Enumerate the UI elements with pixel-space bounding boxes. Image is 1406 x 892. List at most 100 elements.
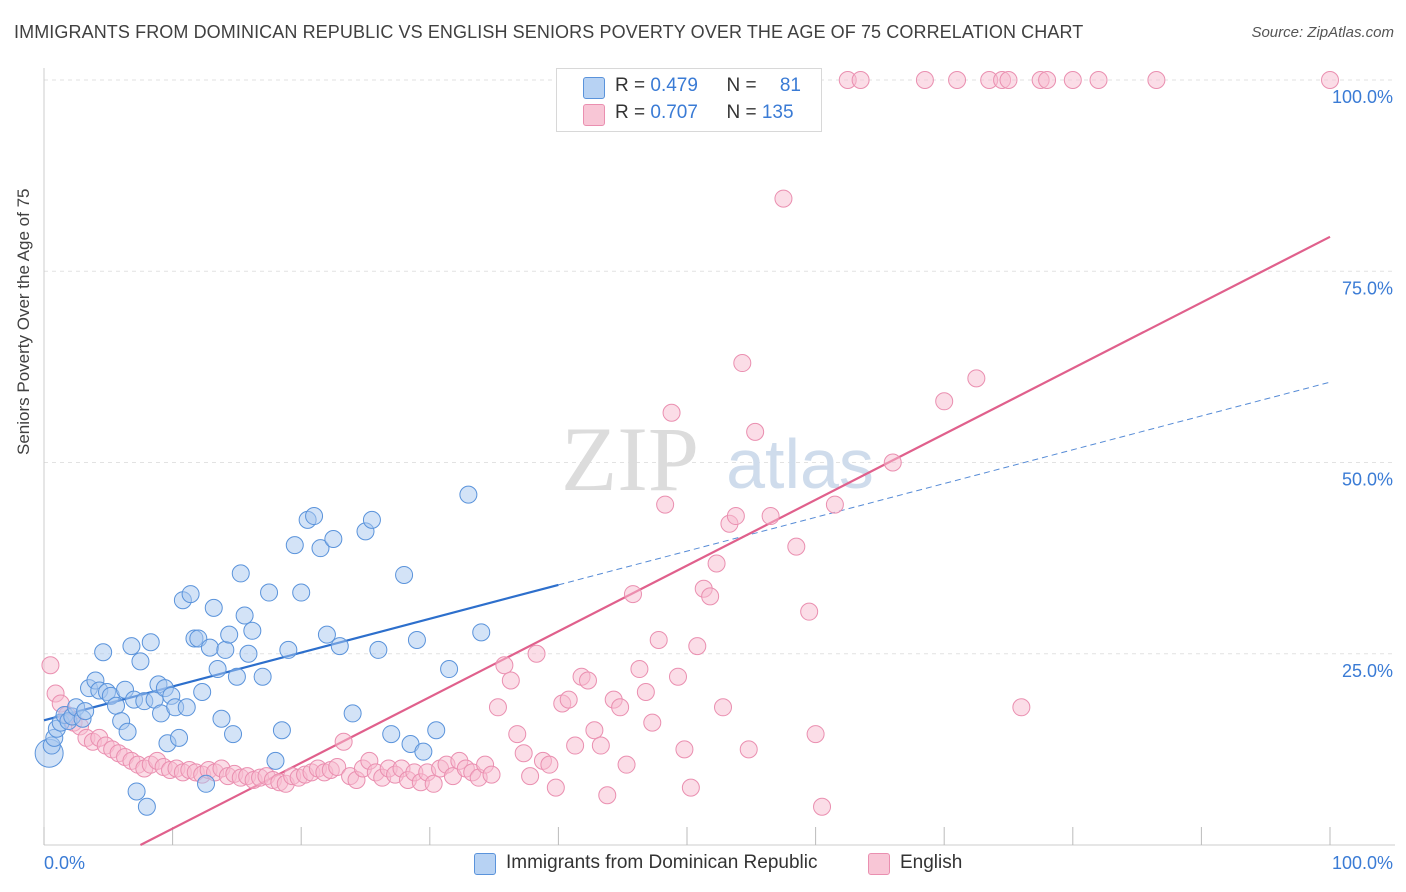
point-dominican — [200, 638, 219, 657]
point-english — [488, 698, 507, 717]
point-dominican — [239, 644, 258, 663]
legend-n-value: 135 — [761, 102, 794, 123]
y-tick-label: 25.0% — [1342, 661, 1393, 681]
chart-title: IMMIGRANTS FROM DOMINICAN REPUBLIC VS EN… — [14, 22, 1084, 42]
point-english — [787, 537, 806, 556]
legend-swatch-pink — [868, 853, 890, 875]
point-dominican — [369, 640, 388, 659]
point-english — [739, 740, 758, 759]
point-dominican — [311, 539, 330, 558]
point-english — [999, 71, 1018, 89]
x-tick-label: 0.0% — [44, 853, 85, 873]
point-english — [334, 732, 353, 751]
legend-label-dominican: Immigrants from Dominican Republic — [506, 852, 818, 873]
y-axis-label-text: Seniors Poverty Over the Age of 75 — [14, 188, 33, 455]
point-english — [495, 656, 514, 675]
point-dominican — [317, 625, 336, 644]
point-english — [591, 736, 610, 755]
point-english — [1038, 71, 1057, 89]
point-dominican — [305, 507, 324, 526]
point-english — [1321, 71, 1339, 89]
point-english — [527, 644, 546, 663]
y-tick-label: 75.0% — [1342, 278, 1393, 298]
point-dominican — [427, 721, 446, 740]
point-dominican — [272, 721, 291, 740]
point-dominican — [220, 625, 239, 644]
x-tick-label: 100.0% — [1332, 853, 1393, 873]
point-english — [41, 656, 60, 675]
stats-legend: R = 0.479 N = 81 R = 0.707 N = 135 — [556, 68, 822, 132]
point-english — [578, 671, 597, 690]
point-english — [598, 786, 617, 805]
point-english — [623, 585, 642, 604]
point-english — [948, 71, 967, 89]
point-english — [662, 403, 681, 422]
tick-labels: 25.0% 50.0% 75.0% 100.0% 0.0% 100.0% — [44, 87, 1393, 873]
point-english — [540, 755, 559, 774]
point-dominican — [94, 643, 113, 662]
point-dominican — [292, 583, 311, 602]
point-dominican — [137, 797, 156, 816]
legend-n-value: 81 — [779, 75, 801, 96]
point-english — [559, 690, 578, 709]
point-english — [761, 507, 780, 526]
point-english — [675, 740, 694, 759]
point-dominican — [414, 742, 433, 761]
legend-swatch-blue — [583, 77, 605, 99]
point-english — [617, 755, 636, 774]
point-dominican — [343, 704, 362, 723]
point-english — [514, 744, 533, 763]
legend-r-value: 0.479 — [650, 75, 698, 96]
point-english — [707, 554, 726, 573]
point-dominican — [459, 485, 478, 504]
y-axis-label: Seniors Poverty Over the Age of 75 — [14, 189, 34, 455]
point-dominican — [107, 696, 126, 715]
point-english — [825, 495, 844, 514]
point-english — [681, 778, 700, 797]
point-english — [585, 721, 604, 740]
point-english — [328, 757, 347, 776]
point-dominican — [177, 698, 196, 717]
point-english — [746, 422, 765, 441]
legend-n-label: N = — [726, 75, 762, 96]
point-english — [915, 71, 934, 89]
point-english — [424, 774, 443, 793]
point-dominican — [170, 728, 189, 747]
legend-r-value: 0.707 — [650, 102, 698, 123]
point-english — [1063, 71, 1082, 89]
point-english — [521, 767, 540, 786]
point-english — [482, 765, 501, 784]
point-english — [688, 637, 707, 656]
point-english — [851, 71, 870, 89]
point-english — [1089, 71, 1108, 89]
point-english — [806, 725, 825, 744]
point-dominican — [243, 621, 262, 640]
point-dominican — [127, 782, 146, 801]
point-dominican — [181, 585, 200, 604]
point-english — [813, 797, 832, 816]
watermark-zip: ZIP — [561, 408, 699, 510]
point-dominican — [204, 598, 223, 617]
point-english — [611, 698, 630, 717]
y-tick-label: 50.0% — [1342, 470, 1393, 490]
point-dominican — [231, 564, 250, 583]
point-dominican — [472, 623, 491, 642]
point-dominican — [76, 702, 95, 721]
trend-line-dominican-extension — [558, 381, 1331, 586]
y-tick-label: 100.0% — [1332, 87, 1393, 107]
point-dominican — [118, 722, 137, 741]
axes — [43, 68, 1395, 846]
point-dominican — [440, 660, 459, 679]
legend-swatch-pink — [583, 104, 605, 126]
point-english — [714, 698, 733, 717]
point-english — [967, 369, 986, 388]
point-dominican — [285, 536, 304, 555]
point-english — [546, 778, 565, 797]
point-english — [800, 602, 819, 621]
point-english — [1147, 71, 1166, 89]
point-dominican — [279, 640, 298, 659]
point-english — [508, 725, 527, 744]
point-dominican — [253, 667, 272, 686]
point-dominican — [266, 751, 285, 770]
point-dominican — [122, 637, 141, 656]
